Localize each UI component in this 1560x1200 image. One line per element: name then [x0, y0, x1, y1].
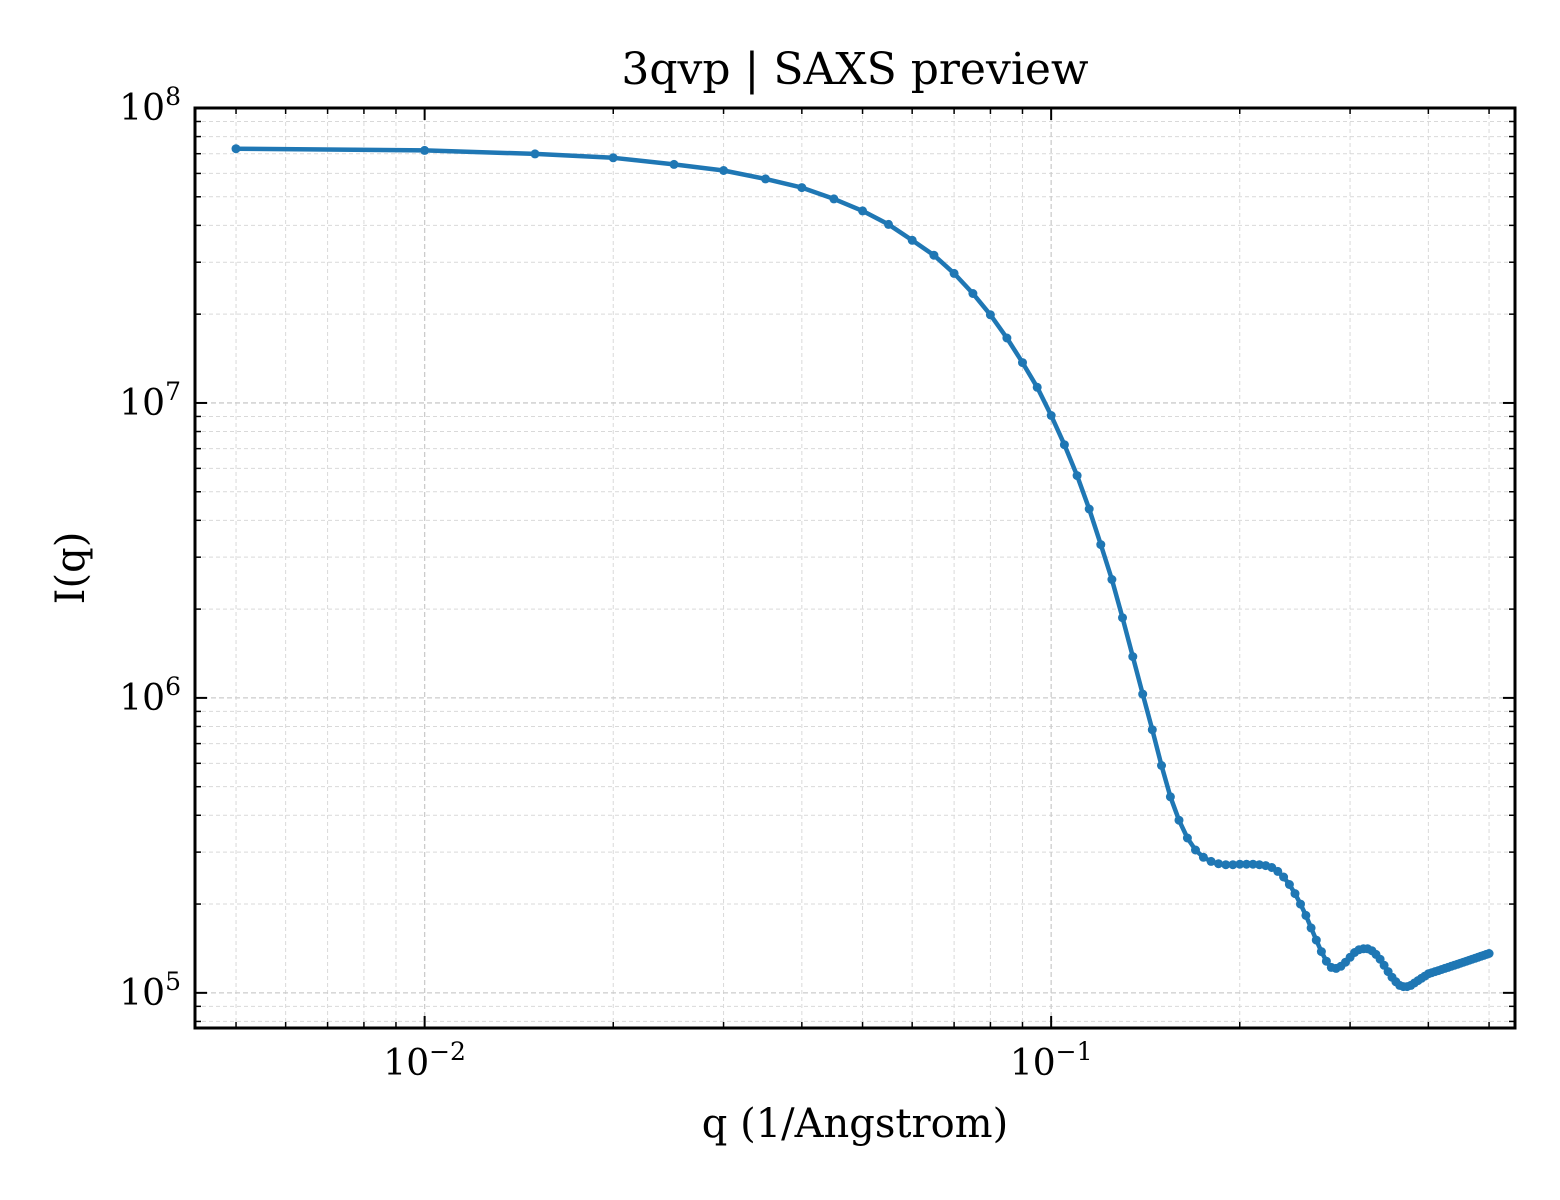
data-point: [1059, 440, 1069, 450]
data-point: [1221, 860, 1231, 870]
data-point: [1311, 935, 1321, 945]
data-point: [1107, 575, 1117, 584]
data-point: [858, 206, 868, 216]
data-point: [797, 183, 807, 193]
data-point: [1321, 956, 1331, 966]
data-point: [949, 268, 959, 278]
data-point: [608, 153, 618, 163]
data-point: [1228, 860, 1238, 870]
data-point: [1182, 833, 1192, 843]
series-layer: [231, 144, 1494, 992]
data-point: [1157, 761, 1166, 770]
ticks: 10−2 10−1 105 106 107 108: [119, 82, 1515, 1084]
data-point: [1002, 333, 1012, 343]
data-point: [530, 149, 540, 159]
y-tick-label: 105: [119, 967, 181, 1014]
y-tick-label: 106: [119, 672, 181, 719]
data-point: [1214, 859, 1223, 869]
data-point: [907, 235, 917, 245]
data-point: [761, 174, 770, 184]
data-point: [1096, 540, 1106, 550]
data-point: [829, 194, 839, 204]
data-point: [1206, 856, 1216, 866]
data-point: [929, 250, 939, 260]
data-point: [1242, 859, 1251, 869]
grid: [195, 107, 1515, 1028]
data-point: [1128, 652, 1138, 662]
data-point: [1191, 845, 1200, 855]
data-point: [1198, 852, 1208, 862]
data-point: [1118, 613, 1127, 623]
data-point: [1316, 947, 1326, 957]
data-point: [1084, 504, 1094, 514]
data-point: [1032, 382, 1042, 392]
data-point: [1296, 899, 1305, 909]
data-point: [1147, 725, 1157, 735]
data-point: [1484, 949, 1494, 958]
data-point: [884, 219, 893, 229]
data-point: [1301, 910, 1311, 920]
data-point: [1235, 859, 1245, 869]
y-tick-label: 108: [119, 82, 181, 129]
x-tick-label: 10−1: [1010, 1037, 1093, 1084]
data-point: [719, 166, 729, 175]
data-point: [1174, 815, 1184, 825]
data-point: [968, 289, 978, 298]
data-point: [1306, 923, 1316, 933]
data-point: [1018, 358, 1027, 368]
x-axis-label: q (1/Angstrom): [702, 1101, 1008, 1147]
data-point: [669, 159, 679, 169]
data-point: [1248, 859, 1258, 869]
plot-frame: [193, 106, 1517, 1030]
data-point: [1284, 880, 1294, 889]
data-point: [985, 310, 995, 320]
y-tick-label: 107: [119, 377, 181, 424]
data-point: [1273, 866, 1283, 876]
data-point: [420, 145, 430, 155]
data-point: [1279, 872, 1289, 882]
data-point: [1138, 689, 1148, 699]
x-tick-label: 10−2: [383, 1037, 466, 1084]
y-axis-label: I(q): [48, 532, 94, 605]
data-point: [231, 144, 241, 154]
data-point: [1290, 889, 1300, 899]
data-point: [1046, 411, 1056, 420]
chart-title: 3qvp | SAXS preview: [621, 44, 1089, 95]
data-point: [1072, 471, 1082, 481]
data-point: [1165, 792, 1175, 802]
